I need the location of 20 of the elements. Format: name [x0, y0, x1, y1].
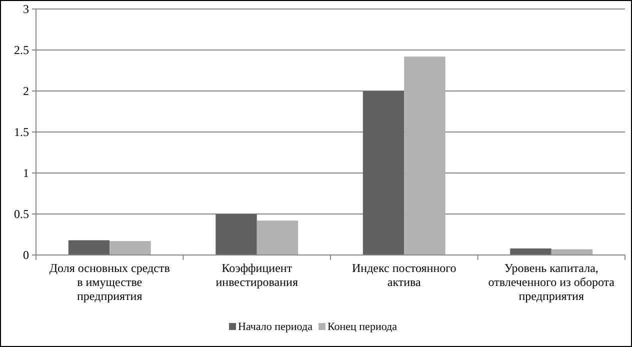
bar — [110, 241, 151, 255]
y-tick-label: 1.5 — [14, 124, 29, 139]
legend-label: Конец периода — [327, 321, 398, 333]
bar — [404, 56, 446, 255]
x-tick-label: Коэффициент инвестирования — [216, 261, 298, 289]
bar — [68, 240, 110, 255]
y-tick-label: 2 — [23, 84, 29, 98]
legend-label: Начало периода — [238, 321, 313, 333]
x-tick-label: Индекс постоянного актива — [352, 261, 456, 289]
y-tick-label: 0 — [23, 248, 29, 262]
y-tick-label: 2.5 — [14, 42, 29, 57]
x-tick-label: Уровень капитала, отвлеченного из оборота предприятия — [488, 261, 616, 303]
y-tick-label: 3 — [23, 2, 29, 16]
y-tick-label: 0.5 — [14, 206, 29, 221]
x-tick-label: Доля основных средств в имуществе предприятия — [49, 261, 170, 303]
bar — [510, 248, 552, 255]
bar — [362, 91, 404, 255]
y-tick-label: 1 — [23, 166, 29, 180]
bar — [216, 214, 257, 255]
bar — [256, 220, 298, 255]
